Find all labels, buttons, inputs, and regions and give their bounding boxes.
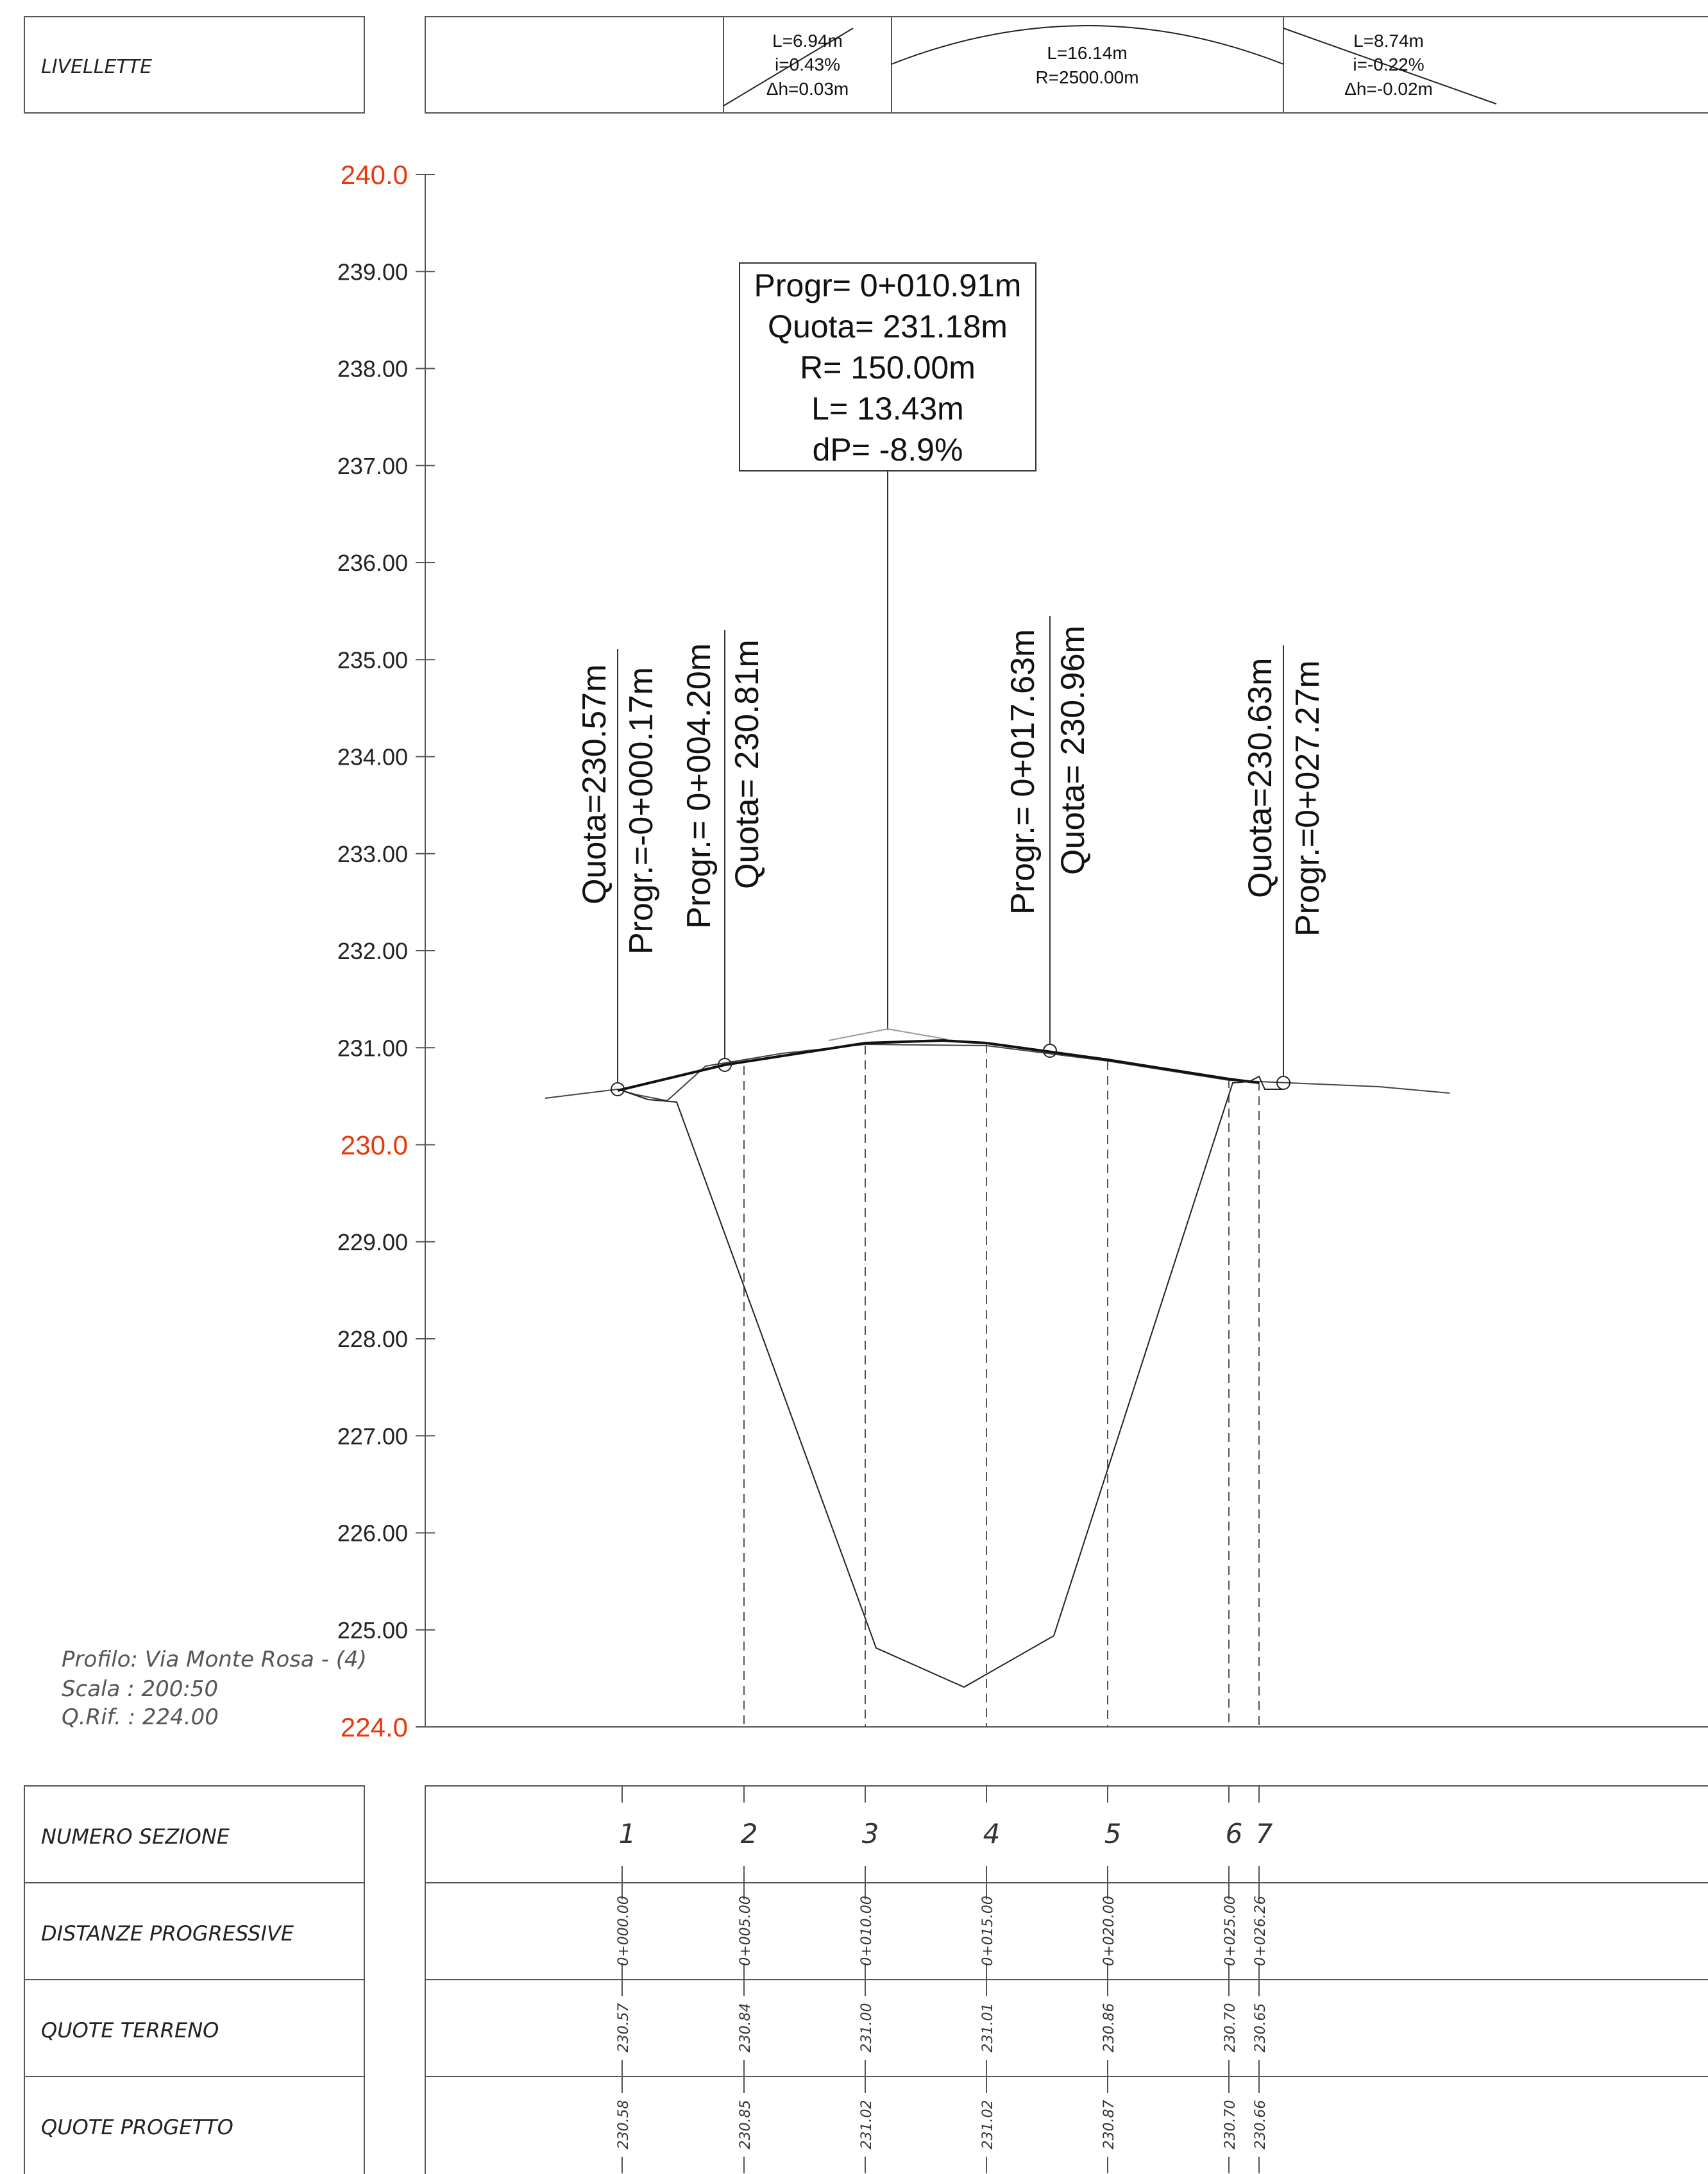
table-data-area [425,1785,1708,2174]
design-elevation: 230.85 [738,2100,754,2150]
terrain-line [545,1043,1450,1102]
vertex-dp: dP= -8.9% [813,432,963,468]
ground-elevation: 230.84 [738,2003,754,2053]
row-label-quote-terreno: QUOTE TERRENO [41,2018,219,2042]
callout-p2-progr: Progr.= 0+004.20m [681,643,718,929]
segment-1-grade: i=0.43% [775,55,840,74]
segment-3-grade: i=-0.22% [1353,55,1424,74]
callout-p4-quota: Quota=230.63m [1242,658,1279,898]
grade-down-symbol [1283,28,1497,105]
vertex-box [739,262,1036,471]
vertex-radius: R= 150.00m [800,350,976,386]
vertex-progr: Progr= 0+010.91m [754,268,1022,303]
callout-p3-progr: Progr.= 0+017.63m [1004,629,1042,915]
axis-tick-label: 239.00 [337,259,408,285]
row-label-distanze-progressive: DISTANZE PROGRESSIVE [41,1921,294,1946]
axis-tick-label: 232.00 [337,938,408,964]
callout-p4-progr: Progr.=0+027.27m [1289,660,1326,937]
elevation-axis: 240.0 239.00 238.00 237.00 236.00 235.00 234.0… [337,160,1708,1742]
ground-elevation: 230.86 [1101,2003,1117,2053]
section-number: 1 [619,1818,636,1849]
vertex-annotation: Progr= 0+010.91m Quota= 231.18m R= 150.0… [739,262,1036,1041]
design-elevation: 230.87 [1101,2100,1117,2150]
section-number: 2 [741,1818,758,1849]
profile-info: Profilo: Via Monte Rosa - (4) Scala : 20… [62,1647,367,1730]
axis-tick-label: 225.00 [337,1617,408,1643]
livellette-band: LIVELLETTE L=6.94m i=0.43% Δh=0.03m L=16… [24,16,1708,114]
callout-p1-quota: Quota=230.57m [576,665,613,904]
table-label-column [24,1785,365,2174]
row-label-quote-progetto: QUOTE PROGETTO [41,2115,233,2139]
livellette-label-box [24,16,365,114]
axis-tick-label: 235.00 [337,647,408,673]
design-elevation: 230.58 [616,2100,632,2150]
axis-tick-label: 237.00 [337,453,408,479]
callout-p3-quota: Quota= 230.96m [1054,625,1092,875]
segment-3-length: L=8.74m [1353,31,1424,51]
callout-p1-progr: Progr.=-0+000.17m [623,667,660,955]
segment-2-radius: R=2500.00m [1035,67,1138,87]
axis-tick-label: 233.00 [337,841,408,867]
axis-tick-label: 236.00 [337,550,408,576]
point-callouts: Quota=230.57m Progr.=-0+000.17m Progr.= … [576,625,1326,955]
progressive-distance: 0+000.00 [616,1896,632,1966]
vertical-curve-symbol [891,25,1284,65]
section-number: 6 [1226,1818,1243,1849]
progressive-distance: 0+005.00 [738,1896,754,1966]
section-number: 5 [1104,1818,1122,1849]
ground-elevation: 231.01 [980,2003,996,2053]
progressive-distance: 0+015.00 [980,1896,996,1966]
axis-tick-label: 224.0 [341,1712,408,1742]
axis-tick-label: 234.00 [337,744,408,770]
ground-elevation: 230.57 [616,2003,632,2053]
trench-outline [621,1075,1283,1688]
grade-up-symbol [723,28,854,106]
section-guides [743,1044,1260,1727]
data-table: NUMERO SEZIONE DISTANZE PROGRESSIVE QUOT… [24,1785,1708,2174]
segment-2-length: L=16.14m [1047,43,1127,63]
callout-p2-quota: Quota= 230.81m [729,640,766,889]
progressive-distance: 0+025.00 [1222,1896,1239,1966]
axis-tick-label: 228.00 [337,1326,408,1352]
progressive-distance: 0+010.00 [859,1896,875,1966]
axis-tick-label: 227.00 [337,1423,408,1449]
axis-tick-label: 231.00 [337,1035,408,1061]
segment-1-dh: Δh=0.03m [766,79,849,99]
vertex-quota: Quota= 231.18m [768,309,1008,344]
vertex-apex-mark [828,1028,947,1041]
livellette-data-box [425,16,1708,114]
design-elevation: 231.02 [980,2100,996,2150]
design-elevation: 230.66 [1253,2100,1269,2150]
design-elevation: 230.70 [1222,2100,1239,2150]
section-number: 7 [1256,1818,1273,1849]
ground-elevation: 230.70 [1222,2003,1239,2053]
progressive-distance: 0+020.00 [1101,1896,1117,1966]
design-profile-line [617,1039,1260,1092]
axis-tick-label: 226.00 [337,1520,408,1547]
ground-elevation: 230.65 [1253,2003,1269,2053]
segment-3-dh: Δh=-0.02m [1344,79,1433,99]
design-elevation: 231.02 [859,2100,875,2150]
axis-tick-label: 229.00 [337,1229,408,1255]
profile-reference-quota: Q.Rif. : 224.00 [62,1704,219,1730]
vertex-length: L= 13.43m [811,391,964,427]
section-number: 3 [862,1818,879,1849]
profile-scale: Scala : 200:50 [62,1676,218,1702]
profile-geometry [545,616,1450,1727]
segment-1-length: L=6.94m [772,31,843,51]
profile-name: Profilo: Via Monte Rosa - (4) [62,1647,367,1672]
axis-tick-label: 238.00 [337,356,408,382]
progressive-distance: 0+026.26 [1253,1896,1269,1966]
axis-tick-label: 230.0 [341,1130,408,1160]
ground-elevation: 231.00 [859,2003,875,2053]
livellette-label: LIVELLETTE [41,56,152,78]
axis-tick-label: 240.0 [341,160,408,190]
row-label-numero-sezione: NUMERO SEZIONE [41,1824,230,1849]
section-number: 4 [983,1818,1001,1849]
